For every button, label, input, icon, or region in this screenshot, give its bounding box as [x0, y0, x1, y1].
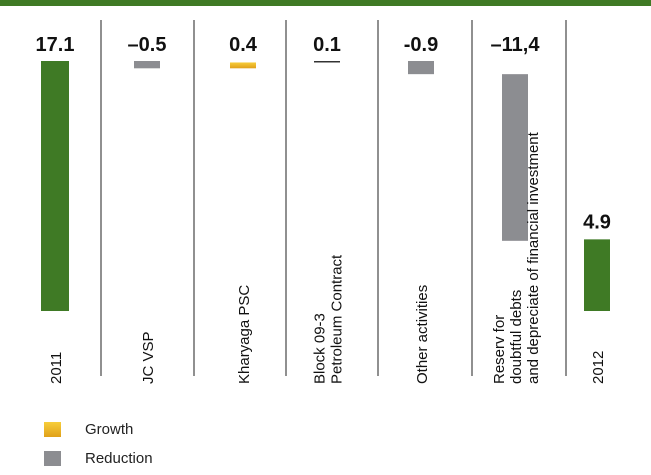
top-rule: [0, 0, 651, 6]
category-label-line: JC VSP: [140, 331, 157, 384]
category-label-line: Reserv for: [491, 315, 508, 384]
category-label-2: Kharyaga PSC: [236, 285, 253, 384]
bar-4: [408, 61, 434, 75]
bar-5: [502, 74, 528, 241]
category-label-line: 2011: [48, 352, 65, 384]
value-label-1: –0.5: [128, 34, 167, 56]
value-label-2: 0.4: [229, 34, 258, 56]
bar-2: [230, 62, 256, 69]
category-label-line: Block 09-3: [312, 313, 329, 384]
bar-1: [134, 61, 160, 69]
category-label-line: Other activities: [414, 285, 431, 384]
bar-0: [41, 61, 69, 312]
category-label-0: 2011: [48, 352, 65, 384]
category-label-line: doubtful debts: [508, 290, 525, 384]
waterfall-chart: 17.1 –0.5 0.4 0.1 -0.9 –11,4 4.9 2011 JC VSP Kha…: [0, 0, 651, 384]
category-label-line: Kharyaga PSC: [236, 285, 253, 384]
legend-growth-swatch: [44, 422, 61, 437]
legend-growth-label: Growth: [85, 421, 134, 438]
legend-reduction-label: Reduction: [85, 450, 153, 467]
legend-reduction: Reduction: [44, 450, 153, 467]
category-label-line: Petroleum Contract: [329, 254, 346, 384]
category-label-6: 2012: [590, 351, 607, 384]
bar-6: [584, 239, 610, 312]
category-label-line: 2012: [590, 351, 607, 384]
value-label-5: –11,4: [491, 34, 541, 56]
bar-3: [314, 61, 340, 63]
category-label-5: Reserv for doubtful debts and depreciate o…: [491, 131, 542, 384]
category-label-1: JC VSP: [140, 331, 157, 384]
category-label-4: Other activities: [414, 285, 431, 384]
value-label-6: 4.9: [583, 211, 611, 233]
legend-growth: Growth: [44, 421, 133, 438]
category-label-line: and depreciate of financial investment: [525, 131, 542, 384]
value-label-3: 0.1: [313, 34, 341, 56]
value-label-4: -0.9: [404, 34, 438, 56]
legend-reduction-swatch: [44, 451, 61, 466]
category-label-3: Block 09-3 Petroleum Contract: [312, 254, 346, 384]
value-label-0: 17.1: [36, 34, 75, 56]
